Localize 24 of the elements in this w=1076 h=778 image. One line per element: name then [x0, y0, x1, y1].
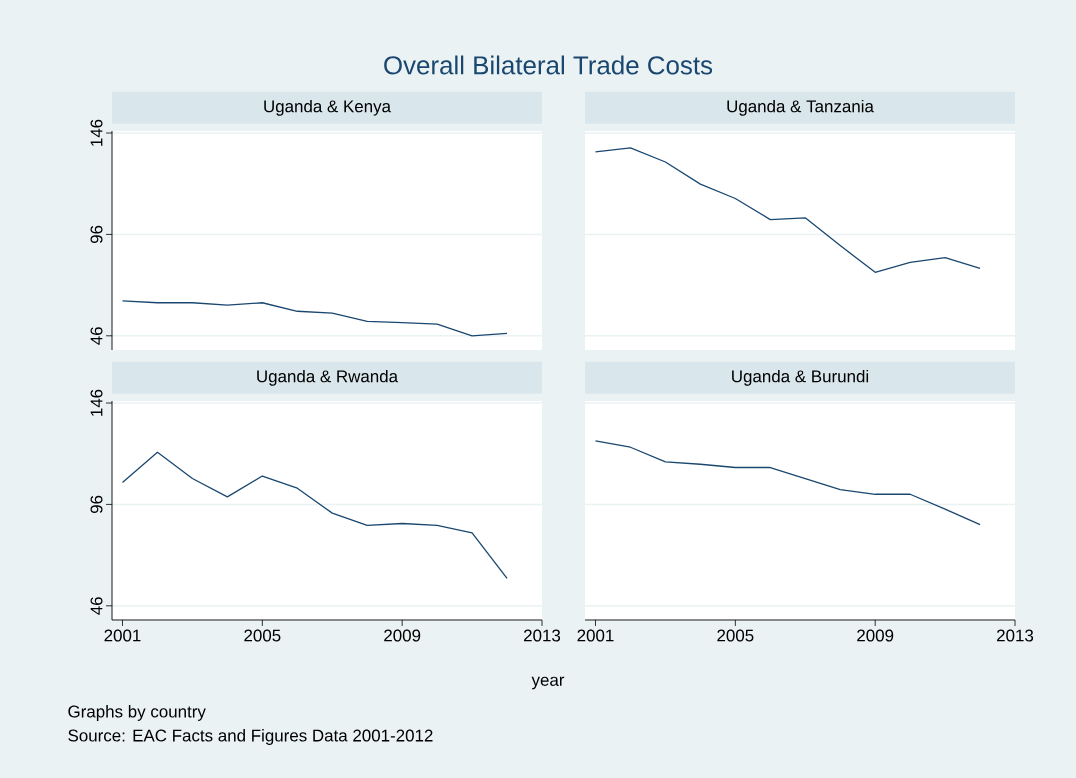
chart-title: Uganda & Burundi — [732, 369, 869, 386]
line-series — [121, 300, 508, 337]
x-tick-label: 2013 — [524, 629, 561, 642]
x-tick-label: 2013 — [997, 629, 1034, 642]
y-tick-label: 146 — [90, 389, 103, 416]
text: year — [531, 676, 565, 690]
chart-title: Uganda & Rwanda — [257, 369, 399, 386]
y-tick-label: 96 — [90, 225, 103, 244]
text: Graphs by country — [68, 705, 206, 721]
x-tick-label: 2009 — [857, 629, 894, 642]
x-tick-label: 2005 — [244, 629, 281, 642]
chart-title: Uganda & Kenya — [264, 99, 391, 116]
chart-title: Uganda & Tanzania — [727, 99, 874, 116]
x-tick-label: 2005 — [717, 629, 754, 642]
y-tick-label: 46 — [90, 327, 103, 345]
source-note: Source: EAC Facts and Figures Data 2001-2012 — [68, 729, 433, 745]
x-tick-label: 2001 — [104, 629, 141, 642]
y-tick-label: 46 — [90, 597, 103, 615]
text: Overall Bilateral Trade Costs — [384, 55, 713, 75]
y-tick-label: 146 — [90, 119, 103, 146]
x-tick-label: 2001 — [577, 629, 614, 642]
line-series — [121, 451, 508, 580]
x-tick-label: 2009 — [384, 629, 421, 642]
y-tick-label: 96 — [90, 495, 103, 514]
